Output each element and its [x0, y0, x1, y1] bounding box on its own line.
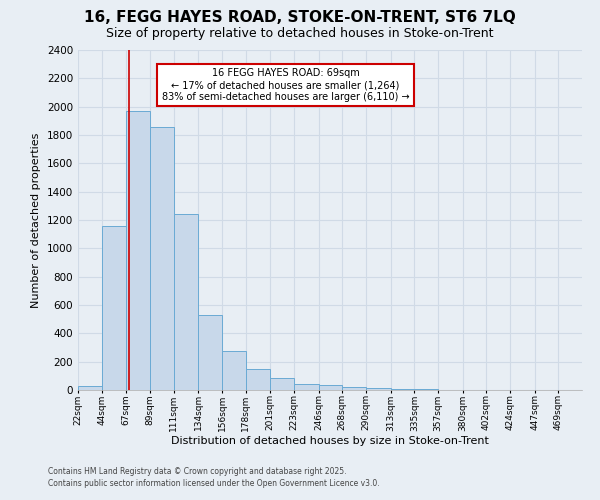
- Text: 16 FEGG HAYES ROAD: 69sqm
← 17% of detached houses are smaller (1,264)
83% of se: 16 FEGG HAYES ROAD: 69sqm ← 17% of detac…: [161, 68, 409, 102]
- Bar: [245, 369, 271, 390]
- Bar: [150, 126, 173, 390]
- Bar: [199, 315, 222, 390]
- Bar: [294, 384, 319, 390]
- Bar: [319, 385, 343, 390]
- Text: 16, FEGG HAYES ROAD, STOKE-ON-TRENT, ST6 7LQ: 16, FEGG HAYES ROAD, STOKE-ON-TRENT, ST6…: [84, 10, 516, 25]
- Bar: [343, 387, 366, 390]
- Bar: [366, 388, 391, 390]
- X-axis label: Distribution of detached houses by size in Stoke-on-Trent: Distribution of detached houses by size …: [171, 436, 489, 446]
- Bar: [391, 389, 415, 390]
- Bar: [101, 226, 127, 390]
- Bar: [78, 386, 101, 390]
- Text: Size of property relative to detached houses in Stoke-on-Trent: Size of property relative to detached ho…: [106, 28, 494, 40]
- Y-axis label: Number of detached properties: Number of detached properties: [31, 132, 41, 308]
- Bar: [271, 378, 294, 390]
- Bar: [127, 111, 150, 390]
- Bar: [222, 351, 245, 390]
- Text: Contains HM Land Registry data © Crown copyright and database right 2025.
Contai: Contains HM Land Registry data © Crown c…: [48, 466, 380, 487]
- Bar: [173, 214, 199, 390]
